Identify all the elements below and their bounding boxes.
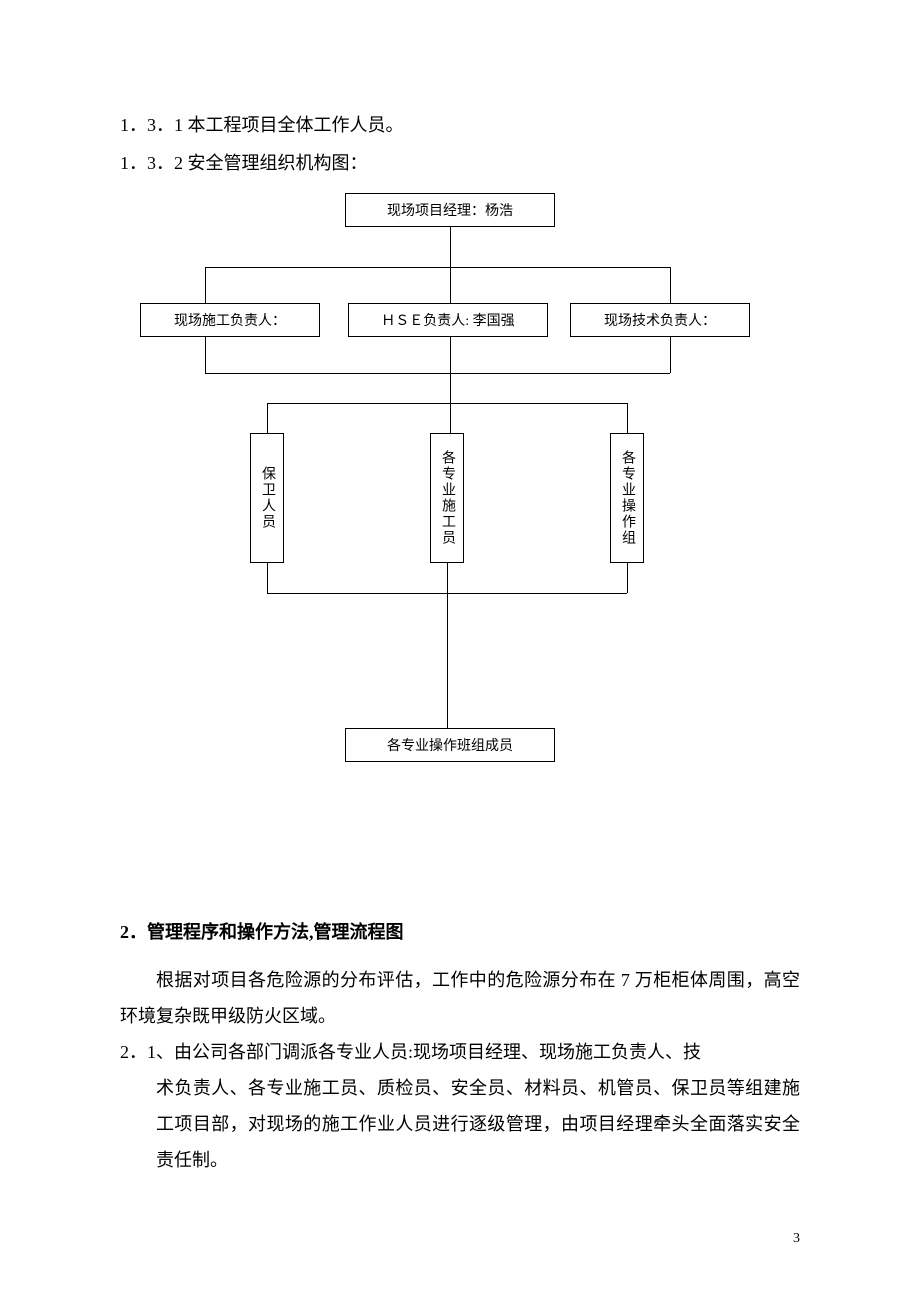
item-21-body-cont: 术负责人、各专业施工员、质检员、安全员、材料员、机管员、保卫员等组建施工项目部，…: [120, 1070, 800, 1178]
intro-line-1: 1．3．1 本工程项目全体工作人员。: [120, 110, 800, 140]
section-2-heading: 2．管理程序和操作方法,管理流程图: [120, 918, 800, 944]
chart-line: [447, 563, 448, 728]
chart-line: [450, 267, 451, 303]
section-2-item-21: 2．1、由公司各部门调派各专业人员:现场项目经理、现场施工负责人、技 术负责人、…: [120, 1034, 800, 1178]
node-hse-lead: ＨＳＥ负责人: 李国强: [348, 303, 548, 337]
org-chart: 现场项目经理：杨浩 现场施工负责人： ＨＳＥ负责人: 李国强 现场技术负责人： …: [120, 188, 800, 828]
chart-line: [205, 267, 206, 303]
chart-line: [205, 267, 670, 268]
chart-line: [267, 593, 627, 594]
node-project-manager: 现场项目经理：杨浩: [345, 193, 555, 227]
node-security-staff: 保卫人员: [250, 433, 284, 563]
node-specialty-workers: 各专业施工员: [430, 433, 464, 563]
chart-line: [205, 373, 670, 374]
chart-line: [450, 337, 451, 433]
item-21-body-inline: 由公司各部门调派各专业人员:现场项目经理、现场施工负责人、技: [174, 1042, 701, 1062]
chart-line: [267, 403, 268, 433]
section-2-para1: 根据对项目各危险源的分布评估，工作中的危险源分布在 7 万柜柜体周围，高空环境复…: [120, 962, 800, 1034]
chart-line: [205, 337, 206, 373]
node-tech-lead: 现场技术负责人：: [570, 303, 750, 337]
node-specialty-ops: 各专业操作组: [610, 433, 644, 563]
node-construction-lead: 现场施工负责人：: [140, 303, 320, 337]
node-team-members: 各专业操作班组成员: [345, 728, 555, 762]
chart-line: [267, 563, 268, 593]
chart-line: [627, 403, 628, 433]
chart-line: [267, 403, 627, 404]
chart-line: [670, 267, 671, 303]
chart-line: [670, 337, 671, 373]
intro-line-2: 1．3．2 安全管理组织机构图：: [120, 148, 800, 178]
chart-line: [627, 563, 628, 593]
item-21-lead: 2．1、: [120, 1042, 174, 1062]
page-number: 3: [793, 1231, 800, 1247]
chart-line: [450, 227, 451, 267]
